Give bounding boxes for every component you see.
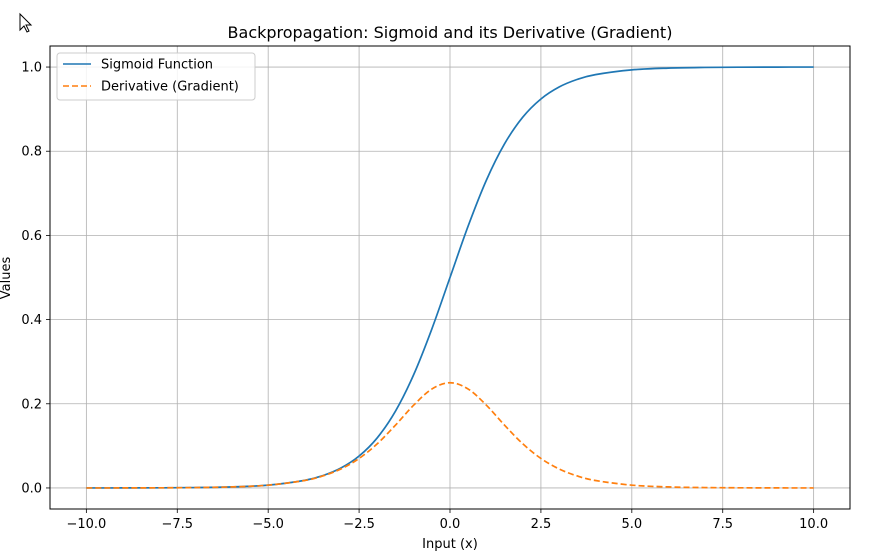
y-tick-label-4: 0.8 <box>21 145 42 160</box>
legend-box <box>56 52 256 101</box>
x-tick-label-3: −2.5 <box>343 517 375 532</box>
y-axis-label: Values <box>0 257 14 300</box>
x-axis-ticks: −10.0 −7.5 −5.0 −2.5 0.0 2.5 5.0 7.5 10.0 <box>66 509 828 532</box>
x-tick-label-4: 0.0 <box>440 517 461 532</box>
chart-title: Backpropagation: Sigmoid and its Derivat… <box>228 23 673 42</box>
plot-series <box>86 66 814 489</box>
y-tick-label-3: 0.6 <box>21 229 42 244</box>
x-tick-label-5: 2.5 <box>531 517 552 532</box>
y-tick-label-2: 0.4 <box>21 313 42 328</box>
x-axis-label: Input (x) <box>422 537 478 552</box>
y-tick-label-5: 1.0 <box>21 61 42 76</box>
y-axis-ticks: 0.0 0.2 0.4 0.6 0.8 1.0 <box>21 61 50 496</box>
x-tick-label-2: −5.0 <box>252 517 284 532</box>
x-tick-label-0: −10.0 <box>66 517 106 532</box>
x-tick-label-7: 7.5 <box>712 517 733 532</box>
legend: Sigmoid Function Derivative (Gradient) <box>56 52 256 101</box>
y-tick-label-0: 0.0 <box>21 481 42 496</box>
mouse-cursor-icon <box>19 12 33 33</box>
legend-label-derivative: Derivative (Gradient) <box>101 80 239 95</box>
x-tick-label-8: 10.0 <box>799 517 828 532</box>
grid-lines <box>50 46 850 509</box>
x-tick-label-1: −7.5 <box>161 517 193 532</box>
legend-label-sigmoid: Sigmoid Function <box>101 58 213 73</box>
x-tick-label-6: 5.0 <box>621 517 642 532</box>
y-tick-label-1: 0.2 <box>21 397 42 412</box>
series-line-derivative <box>86 381 814 489</box>
